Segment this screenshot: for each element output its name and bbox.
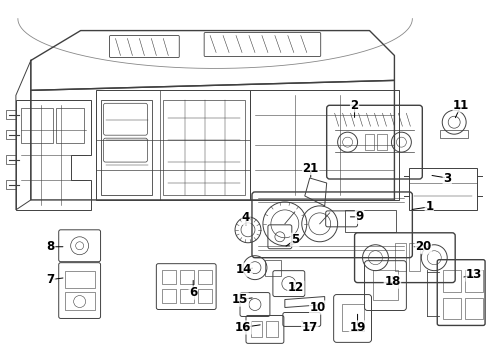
Bar (465, 270, 483, 292)
Bar (162, 289, 176, 302)
Text: 8: 8 (47, 240, 55, 253)
Bar (6, 130, 16, 139)
Text: 11: 11 (453, 99, 469, 112)
Bar (251, 321, 262, 337)
Text: 15: 15 (232, 293, 248, 306)
Bar (65, 271, 95, 288)
Text: 20: 20 (415, 240, 431, 253)
Bar (198, 270, 212, 284)
Bar (342, 303, 364, 332)
Bar (6, 155, 16, 164)
Text: 9: 9 (355, 210, 364, 223)
Bar (443, 298, 461, 319)
Bar (56, 108, 84, 143)
Text: 12: 12 (288, 281, 304, 294)
Text: 4: 4 (242, 211, 250, 224)
Text: 3: 3 (443, 171, 451, 185)
Bar (180, 270, 194, 284)
Bar (395, 243, 406, 271)
Text: 13: 13 (466, 268, 482, 281)
Bar (162, 270, 176, 284)
Text: 19: 19 (349, 321, 366, 334)
Bar (180, 289, 194, 302)
Text: 5: 5 (291, 233, 299, 246)
Bar (409, 243, 420, 271)
Bar (440, 130, 468, 138)
Text: 21: 21 (303, 162, 319, 175)
Bar (266, 321, 278, 337)
Text: 16: 16 (235, 321, 251, 334)
Text: 2: 2 (350, 99, 359, 112)
Bar (443, 270, 461, 292)
Bar (6, 180, 16, 189)
Text: 14: 14 (236, 263, 252, 276)
Text: 1: 1 (425, 201, 433, 213)
Bar (365, 134, 374, 150)
Text: 10: 10 (310, 301, 326, 314)
Bar (21, 108, 53, 143)
Text: 17: 17 (302, 321, 318, 334)
Bar (198, 289, 212, 302)
Bar (265, 260, 281, 276)
Text: 18: 18 (384, 275, 401, 288)
Bar (6, 110, 16, 119)
Bar (377, 134, 388, 150)
Text: 6: 6 (189, 286, 197, 299)
Bar (465, 298, 483, 319)
Bar (372, 270, 398, 300)
Bar (65, 292, 95, 310)
Text: 7: 7 (47, 273, 55, 286)
Bar (344, 210, 396, 232)
Bar (409, 168, 477, 210)
